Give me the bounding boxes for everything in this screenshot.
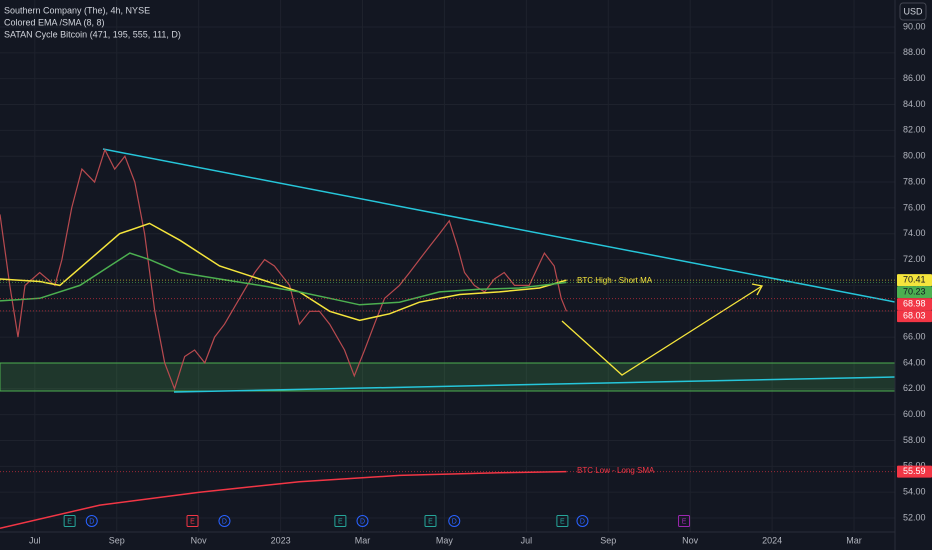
series-line <box>0 470 567 530</box>
event-label: D <box>452 518 457 525</box>
y-tick-label: 84.00 <box>903 99 926 109</box>
y-tick-label: 60.00 <box>903 409 926 419</box>
price-label: 70.23 <box>903 286 926 296</box>
trendline-lower <box>173 376 896 393</box>
x-tick-label: 2024 <box>762 535 782 545</box>
price-label-bg <box>897 274 932 287</box>
x-tick-label: Nov <box>191 535 208 545</box>
event-badge <box>678 515 691 527</box>
currency-box <box>899 2 927 21</box>
trendline-upper <box>102 148 896 303</box>
y-tick-label: 58.00 <box>903 435 926 445</box>
event-label: D <box>360 518 365 525</box>
price-label: 55.59 <box>903 466 926 476</box>
y-tick-label: 90.00 <box>903 21 926 31</box>
event-badge <box>63 515 76 527</box>
price-label-bg <box>897 310 932 323</box>
projection-path <box>561 285 763 376</box>
event-label: D <box>89 518 94 525</box>
event-label: E <box>67 518 72 525</box>
event-badge <box>448 515 461 527</box>
y-tick-label: 54.00 <box>903 487 926 497</box>
event-badge <box>186 515 199 527</box>
event-badge <box>356 515 369 527</box>
event-badge <box>85 515 98 527</box>
annotation: BTC High - Short MA <box>577 276 653 285</box>
y-tick-label: 82.00 <box>903 125 926 135</box>
event-label: E <box>190 518 195 525</box>
price-label: 70.41 <box>903 274 926 284</box>
event-badge <box>576 515 589 527</box>
chart-title: Southern Company (The), 4h, NYSE <box>4 5 150 15</box>
currency: USD <box>903 6 923 16</box>
series-line <box>0 252 567 306</box>
grid <box>0 0 895 532</box>
event-badge <box>218 515 231 527</box>
y-tick-label: 86.00 <box>903 73 926 83</box>
y-tick-label: 80.00 <box>903 151 926 161</box>
x-tick-label: Jul <box>29 535 41 545</box>
x-tick-label: May <box>436 535 454 545</box>
price-label-bg <box>897 286 932 299</box>
x-tick-label: Sep <box>109 535 125 545</box>
plot <box>0 148 568 530</box>
y-tick-label: 72.00 <box>903 254 926 264</box>
projection-arrowhead <box>751 283 764 296</box>
event-label: D <box>222 518 227 525</box>
y-tick-label: 64.00 <box>903 357 926 367</box>
y-tick-label: 76.00 <box>903 202 926 212</box>
event-badge <box>334 515 347 527</box>
event-badge <box>424 515 437 527</box>
x-tick-label: Nov <box>682 535 699 545</box>
price-label: 68.03 <box>903 310 926 320</box>
x-tick-label: Mar <box>355 535 371 545</box>
indicator: SATAN Cycle Bitcoin (471, 195, 555, 111,… <box>4 29 181 39</box>
y-tick-label: 66.00 <box>903 331 926 341</box>
x-tick-label: Mar <box>846 535 862 545</box>
event-label: E <box>428 518 433 525</box>
x-tick-label: Sep <box>600 535 616 545</box>
event-label: D <box>580 518 585 525</box>
x-tick-label: Jul <box>521 535 533 545</box>
price-label-bg <box>897 298 932 311</box>
y-tick-label: 88.00 <box>903 47 926 57</box>
event-badge <box>556 515 569 527</box>
x-tick-label: 2023 <box>271 535 291 545</box>
price-label-bg <box>897 465 932 478</box>
event-label: E <box>682 518 687 525</box>
event-label: E <box>338 518 343 525</box>
series-line <box>0 222 567 322</box>
y-tick-label: 78.00 <box>903 176 926 186</box>
indicator: Colored EMA /SMA (8, 8) <box>4 17 105 27</box>
annotation: BTC Low - Long SMA <box>577 466 655 475</box>
price-label: 68.98 <box>903 298 926 308</box>
event-label: E <box>560 518 565 525</box>
y-tick-label: 74.00 <box>903 228 926 238</box>
series-line <box>0 148 568 391</box>
y-tick-label: 52.00 <box>903 512 926 522</box>
y-tick-label: 62.00 <box>903 383 926 393</box>
